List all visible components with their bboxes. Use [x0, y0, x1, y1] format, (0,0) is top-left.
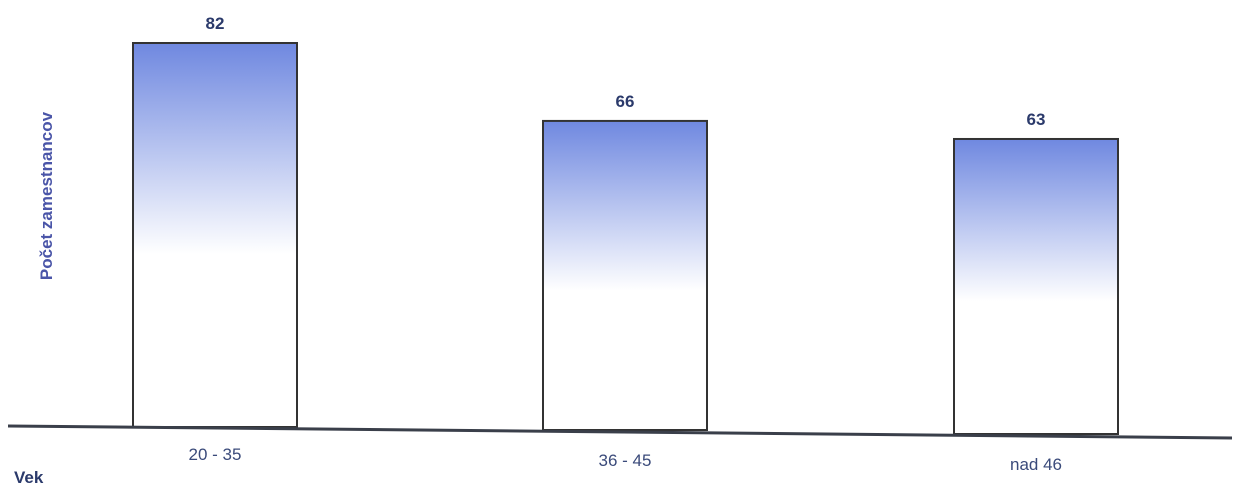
bar-1 — [132, 42, 298, 428]
x-tick-label-1: 20 - 35 — [189, 445, 242, 464]
value-label-2: 66 — [616, 92, 635, 111]
value-labels-layer: 82 66 63 — [206, 14, 1046, 129]
bar-3 — [953, 137, 1119, 435]
x-tick-label-2: 36 - 45 — [599, 451, 652, 470]
value-label-3: 63 — [1027, 110, 1046, 129]
tick-labels-layer: 20 - 35 36 - 45 nad 46 — [189, 445, 1062, 474]
x-tick-label-3: nad 46 — [1010, 455, 1062, 474]
bars-layer — [132, 42, 1119, 435]
x-axis-line — [7, 424, 1233, 440]
y-axis-label: Počet zamestnancov — [37, 111, 56, 280]
value-label-1: 82 — [206, 14, 225, 33]
bar-2 — [542, 119, 708, 432]
x-axis-label: Vek — [14, 468, 44, 487]
